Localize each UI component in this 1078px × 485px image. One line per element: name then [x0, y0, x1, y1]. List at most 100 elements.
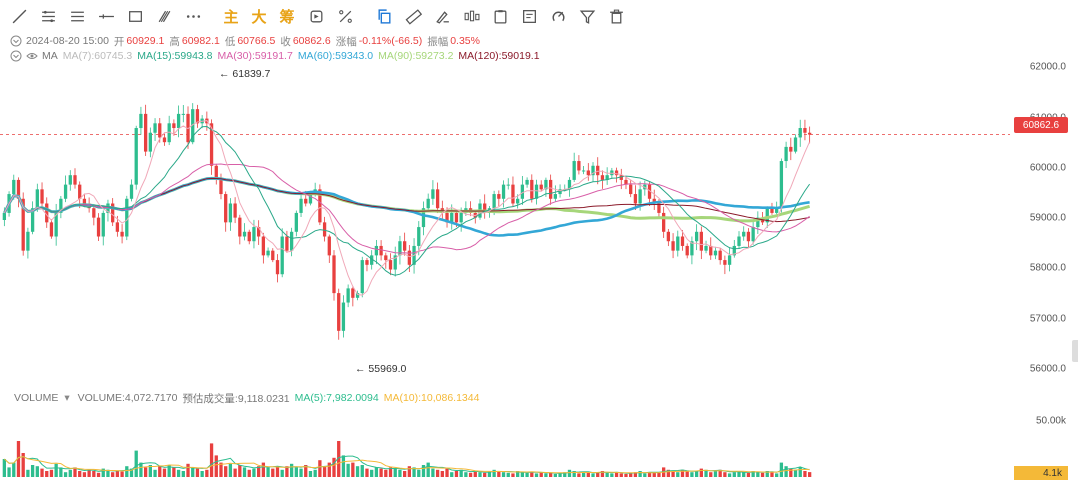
volume-bar	[313, 469, 317, 477]
volume-bar	[723, 472, 727, 477]
volume-bar	[261, 462, 266, 477]
rectangle-icon[interactable]	[121, 2, 149, 30]
volume-value: VOLUME:4,072.7170	[77, 392, 178, 404]
volume-dropdown-icon[interactable]: ▾	[64, 392, 70, 404]
eye-icon[interactable]	[26, 50, 38, 62]
candle-body	[497, 194, 501, 199]
volume-bar	[553, 474, 557, 477]
filter-icon[interactable]	[573, 2, 601, 30]
candle-datetime: 2024-08-20 15:00	[26, 35, 109, 47]
volume-bar	[30, 465, 35, 477]
main-indicator-button[interactable]: 主	[223, 8, 239, 26]
volume-bar	[73, 467, 77, 477]
candle-body	[534, 184, 539, 199]
measure-icon[interactable]	[331, 2, 359, 30]
trash-icon[interactable]	[602, 2, 630, 30]
horizontal-line-icon[interactable]	[92, 2, 120, 30]
volume-bar	[398, 469, 402, 477]
price-tick: 60000.0	[1029, 162, 1066, 174]
volume-bar	[793, 469, 798, 477]
volume-bar	[115, 471, 120, 477]
parallel-lines-icon[interactable]	[63, 2, 91, 30]
candle-body	[125, 198, 129, 237]
note-icon[interactable]	[515, 2, 543, 30]
price-chart[interactable]	[0, 60, 1010, 485]
volume-bar	[713, 471, 718, 477]
replay-icon[interactable]	[302, 2, 330, 30]
candle-body	[191, 109, 195, 143]
horizontal-ray-icon[interactable]	[34, 2, 62, 30]
candle-body	[723, 260, 727, 265]
price-axis[interactable]: 62000.0 61000.0 60000.0 59000.0 58000.0 …	[1010, 0, 1078, 485]
vol-ma5-value: MA(5):7,982.0094	[294, 392, 379, 404]
candle-body	[671, 241, 675, 251]
ma7-line	[3, 120, 811, 296]
clipboard-icon[interactable]	[486, 2, 514, 30]
collapse-icon[interactable]	[10, 35, 22, 47]
candle-body	[657, 203, 661, 213]
candle-body	[793, 137, 798, 152]
volume-bar	[539, 472, 543, 477]
candle-body	[68, 175, 72, 185]
volume-bar	[577, 473, 581, 477]
volume-bar	[219, 462, 223, 477]
candle-body	[209, 123, 214, 166]
candle-body	[718, 250, 722, 261]
candle-body	[638, 189, 642, 204]
volume-bar	[271, 468, 275, 477]
brush-icon[interactable]	[428, 2, 456, 30]
volume-bar	[360, 465, 364, 477]
current-price-tag: 60862.6	[1014, 117, 1068, 133]
volume-bar	[68, 469, 72, 477]
volume-bar	[176, 469, 181, 477]
more-icon[interactable]	[179, 2, 207, 30]
large-order-button[interactable]: 大	[251, 8, 267, 26]
volume-bar	[129, 468, 134, 477]
candles-icon[interactable]	[457, 2, 485, 30]
candle-body	[450, 212, 454, 223]
volume-bar	[525, 472, 529, 477]
candle-body	[139, 113, 143, 129]
candle-body	[737, 236, 741, 246]
candle-body	[266, 250, 270, 256]
volume-bar	[148, 465, 152, 477]
sidebar-collapse-handle[interactable]	[1072, 340, 1078, 362]
volume-bar	[563, 472, 567, 477]
volume-bar	[346, 463, 350, 477]
candle-body	[727, 255, 732, 265]
volume-bar	[652, 472, 656, 477]
volume-bar	[242, 467, 247, 477]
candle-body	[581, 170, 586, 172]
volume-bar	[746, 472, 751, 477]
candle-body	[148, 132, 152, 152]
volume-bar	[765, 471, 769, 477]
volume-bar	[162, 468, 167, 477]
volume-bar	[506, 472, 510, 477]
copy-icon[interactable]	[370, 2, 398, 30]
magnet-icon[interactable]	[544, 2, 572, 30]
candle-body	[624, 179, 628, 185]
ruler-icon[interactable]	[399, 2, 427, 30]
candle-body	[158, 123, 162, 138]
ma-label: MA	[42, 50, 58, 62]
collapse-icon[interactable]	[10, 50, 22, 62]
volume-bar	[82, 472, 87, 477]
candle-body	[275, 260, 280, 275]
candle-body	[709, 245, 713, 256]
fib-icon[interactable]	[150, 2, 178, 30]
candle-body	[92, 208, 96, 218]
volume-bar	[417, 469, 421, 477]
candle-body	[280, 236, 284, 275]
volume-bar	[412, 467, 416, 477]
trend-line-icon[interactable]	[5, 2, 33, 30]
candle-body	[454, 212, 459, 223]
candle-body	[807, 132, 812, 135]
candle-body	[228, 203, 233, 223]
candle-body	[21, 198, 25, 251]
high-annotation: ← 61839.7	[219, 68, 271, 80]
volume-bar	[789, 468, 793, 477]
volume-bar	[694, 471, 699, 477]
chip-distribution-button[interactable]: 筹	[279, 8, 295, 26]
candle-body	[544, 179, 548, 190]
volume-bar	[572, 471, 576, 477]
